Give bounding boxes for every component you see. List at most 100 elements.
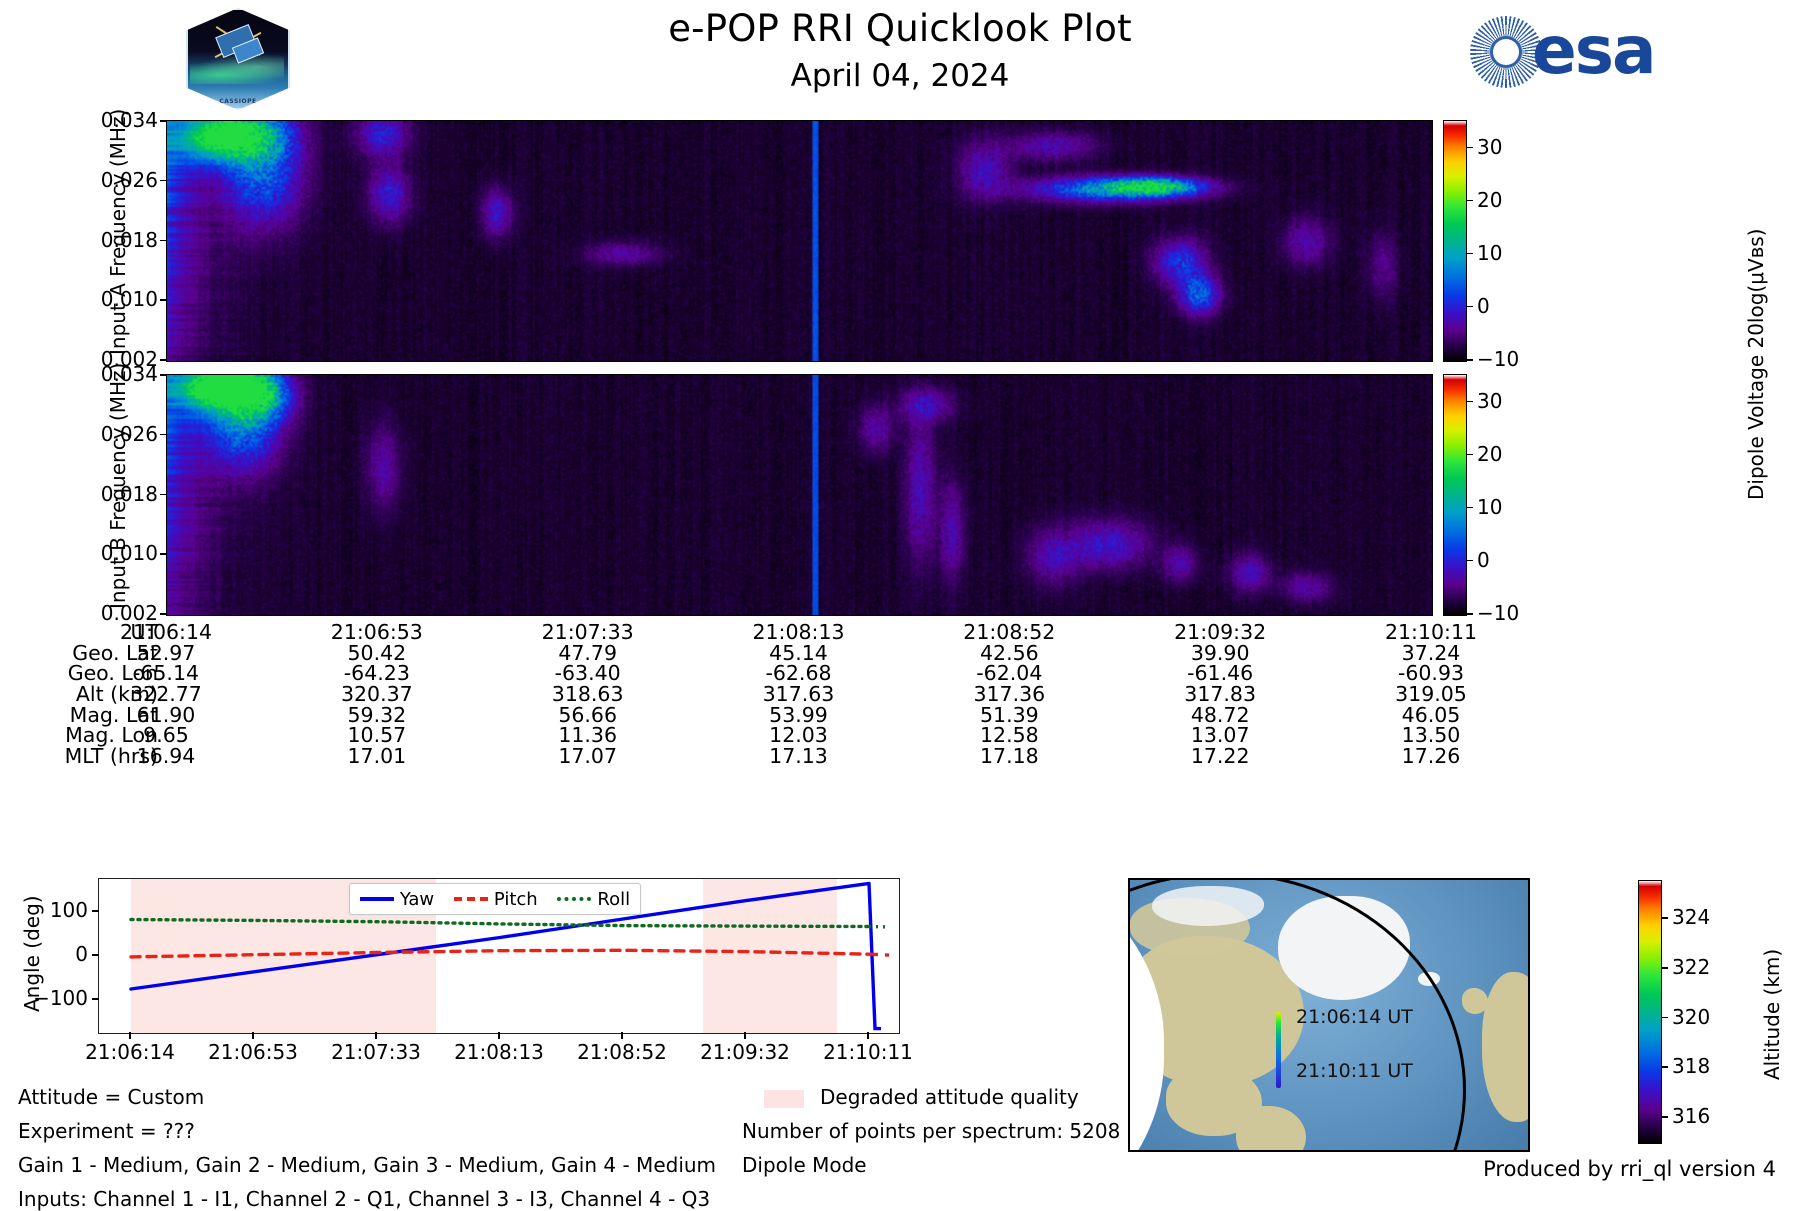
- ephemeris-cell: 17.01: [347, 744, 407, 769]
- ephemeris-cell: 13.50: [1401, 723, 1461, 748]
- ephemeris-cell: 319.05: [1395, 682, 1467, 707]
- ephemeris-row-label: Geo. Lat: [72, 640, 158, 665]
- attitude-ytick-label: −100: [33, 986, 88, 1010]
- attitude-line-pitch-tail: [868, 952, 890, 957]
- attitude-line-pitch: [129, 948, 871, 959]
- colorbar-axis-label: Dipole Voltage 20log(μVʙs): [1744, 228, 1768, 500]
- altitude-tick-mark: [1661, 917, 1668, 919]
- ytick-label: 0.010: [100, 541, 158, 566]
- ground-track-globe[interactable]: 21:06:14 UT 21:10:11 UT: [1128, 878, 1530, 1152]
- colorbar-tick-mark: [1466, 252, 1473, 255]
- ephemeris-cell: 21:06:53: [330, 620, 423, 644]
- legend-label-yaw: Yaw: [399, 888, 435, 910]
- legend-item-roll[interactable]: Roll: [557, 889, 630, 910]
- ephemeris-cell: 16.94: [136, 744, 196, 769]
- spectrogram-a-canvas: [167, 121, 1432, 361]
- spectrogram-input-a[interactable]: [166, 120, 1433, 362]
- colorbar-tick-label: −10: [1477, 601, 1520, 625]
- ephemeris-cell: 50.42: [347, 640, 407, 665]
- ephemeris-cell: 21:07:33: [541, 620, 634, 644]
- ephemeris-cell: 21:09:32: [1174, 620, 1267, 644]
- ytick-mark: [160, 179, 167, 182]
- ephemeris-cell: 21:08:52: [963, 620, 1056, 644]
- attitude-line-roll: [129, 917, 871, 929]
- legend-item-yaw[interactable]: Yaw: [359, 888, 435, 910]
- attitude-xtick-label: 21:10:11: [823, 1040, 913, 1064]
- ephemeris-row-label: Mag. Lon: [65, 723, 158, 748]
- attitude-xtick-label: 21:08:13: [454, 1040, 544, 1064]
- altitude-tick-label: 318: [1672, 1054, 1711, 1079]
- colorbar-tick-label: 10: [1477, 240, 1503, 265]
- yaw-line-icon: [359, 897, 394, 901]
- ephemeris-cell: -60.93: [1397, 661, 1465, 686]
- colorbar-tick-mark: [1466, 199, 1473, 202]
- ephemeris-cell: -63.40: [554, 661, 621, 686]
- spectrogram-input-b[interactable]: [166, 374, 1433, 616]
- land-british-isles: [1462, 988, 1488, 1014]
- attitude-xtick-mark: [375, 1032, 377, 1039]
- ephemeris-cell: 21:08:13: [752, 620, 845, 644]
- attitude-series-svg: [129, 881, 890, 1031]
- ephemeris-row-label: Alt (km): [75, 682, 158, 707]
- ephemeris-cell: 37.24: [1401, 640, 1461, 665]
- legend-label-roll: Roll: [597, 888, 631, 910]
- colorbar-tick-label: 10: [1477, 494, 1503, 519]
- ephemeris-cell: 61.90: [136, 702, 196, 727]
- ytick-mark: [160, 299, 167, 301]
- legend-item-pitch[interactable]: Pitch: [453, 889, 538, 910]
- ytick-label: 0.002: [100, 601, 158, 625]
- colorbar-tick-mark: [1466, 305, 1473, 308]
- ephemeris-cell: 52.97: [136, 640, 196, 665]
- degraded-quality-label: Degraded attitude quality: [820, 1085, 1079, 1109]
- colorbar-tick-mark: [1466, 359, 1473, 361]
- ytick-mark: [160, 359, 167, 361]
- ytick-mark: [160, 239, 167, 242]
- colorbar-tick-label: 30: [1477, 388, 1503, 413]
- ytick-label: 0.026: [100, 421, 158, 446]
- colorbar-tick-mark: [1466, 613, 1473, 615]
- colorbar-panel-a: [1443, 120, 1467, 362]
- land-africa-europe: [1482, 972, 1528, 1122]
- ephemeris-cell: 17.22: [1190, 744, 1250, 769]
- attitude-xtick-label: 21:06:53: [208, 1040, 298, 1064]
- ephemeris-cell: 322.77: [130, 682, 202, 707]
- altitude-tick-label: 324: [1672, 905, 1711, 930]
- spectrogram-b-canvas: [167, 375, 1432, 615]
- colorbar-tick-label: −10: [1477, 347, 1520, 371]
- altitude-tick-mark: [1661, 1016, 1668, 1019]
- attitude-xtick-mark: [129, 1032, 131, 1039]
- attitude-ytick-label: 0: [75, 942, 88, 966]
- points-per-spectrum-label: Number of points per spectrum: 5208: [742, 1119, 1121, 1143]
- ytick-mark: [160, 433, 167, 436]
- attitude-xtick-label: 21:09:32: [700, 1040, 790, 1064]
- attitude-legend[interactable]: Yaw Pitch Roll: [349, 883, 641, 915]
- attitude-xtick-mark: [744, 1032, 746, 1039]
- ephemeris-row: Geo. Lat 52.97 50.42 47.79 45.14 42.56 39.90 37…: [0, 640, 1800, 665]
- attitude-ytick-mark: [92, 998, 99, 1000]
- colorbar-tick-label: 0: [1477, 547, 1490, 572]
- attitude-ytick-mark: [92, 954, 99, 956]
- attitude-xtick-label: 21:06:14: [85, 1040, 175, 1064]
- ytick-mark: [160, 120, 167, 122]
- ephemeris-cell: 11.36: [558, 723, 617, 748]
- colorbar-tick-mark: [1466, 400, 1473, 403]
- attitude-xtick-mark: [498, 1032, 500, 1039]
- ytick-mark: [160, 553, 167, 555]
- ephemeris-cell: 56.66: [558, 702, 617, 727]
- colorbar-tick-label: 0: [1477, 293, 1490, 318]
- ephemeris-cell: 12.03: [769, 723, 828, 748]
- ephemeris-row: Geo. Lon -65.14 -64.23 -63.40 -62.68 -62.04 -6…: [0, 661, 1800, 686]
- ephemeris-cell: 21:06:14: [119, 620, 213, 644]
- degraded-quality-swatch-icon: [764, 1090, 804, 1108]
- ytick-label: 0.034: [100, 108, 158, 132]
- ephemeris-cell: 17.18: [979, 744, 1039, 769]
- ephemeris-cell: 9.65: [143, 723, 189, 748]
- ephemeris-cell: 317.36: [973, 682, 1046, 707]
- ytick-mark: [160, 613, 167, 615]
- ephemeris-cell: -64.23: [343, 661, 410, 686]
- attitude-plot[interactable]: Yaw Pitch Roll: [98, 878, 900, 1034]
- ephemeris-cell: 21:10:11: [1384, 620, 1478, 644]
- ephemeris-cell: 46.05: [1401, 702, 1461, 727]
- ytick-label: 0.026: [100, 167, 158, 192]
- ephemeris-cell: 12.58: [979, 723, 1039, 748]
